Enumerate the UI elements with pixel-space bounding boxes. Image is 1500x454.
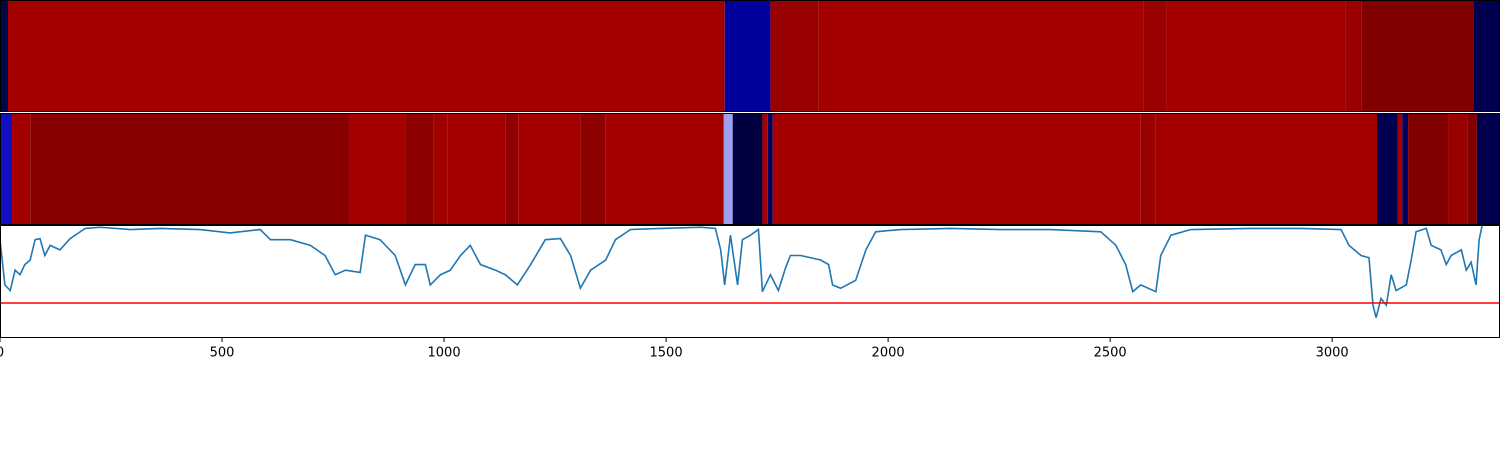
strip-segment [605,113,724,225]
strip-segment [762,113,768,225]
strip-segment [1448,113,1468,225]
strip-segment [505,113,519,225]
strip-segment [772,113,1141,225]
strip-segment [518,113,581,225]
strip-segment [1408,113,1449,225]
strip-segment [11,113,31,225]
panel-frame [0,225,1500,338]
x-tick-label: 2500 [1094,346,1127,361]
strip-segment [580,113,606,225]
strip-segment [767,113,773,225]
strip-segment [1402,113,1409,225]
strip-segment [1166,0,1346,112]
strip-segment [7,0,725,112]
strip-segment [30,113,350,225]
strip-segment [1397,113,1403,225]
strip-segment [724,0,771,112]
strip-segment [723,113,733,225]
strip-segment [1345,0,1362,112]
strip-segment [447,113,506,225]
data-line [0,224,1484,318]
strip-segment [0,0,8,112]
strip-segment [405,113,434,225]
strip-segment [1376,113,1398,225]
strip-segment [1155,113,1377,225]
strip-segment [349,113,406,225]
x-tick-label: 3000 [1316,346,1349,361]
x-tick-label: 2000 [872,346,905,361]
x-tick-label: 0 [0,346,4,361]
strip-segment [433,113,448,225]
strip-segment [1476,113,1500,225]
x-tick-label: 500 [210,346,235,361]
x-tick-label: 1000 [428,346,461,361]
strip-segment [770,0,819,112]
strip-segment [0,113,12,225]
strip-segment [818,0,1144,112]
strip-segment [1140,113,1156,225]
strip-segment [1143,0,1167,112]
x-tick-label: 1500 [650,346,683,361]
strip-segment [1467,113,1477,225]
strip-segment [732,113,763,225]
strip-segment [1473,0,1500,112]
strip-segment [1361,0,1474,112]
